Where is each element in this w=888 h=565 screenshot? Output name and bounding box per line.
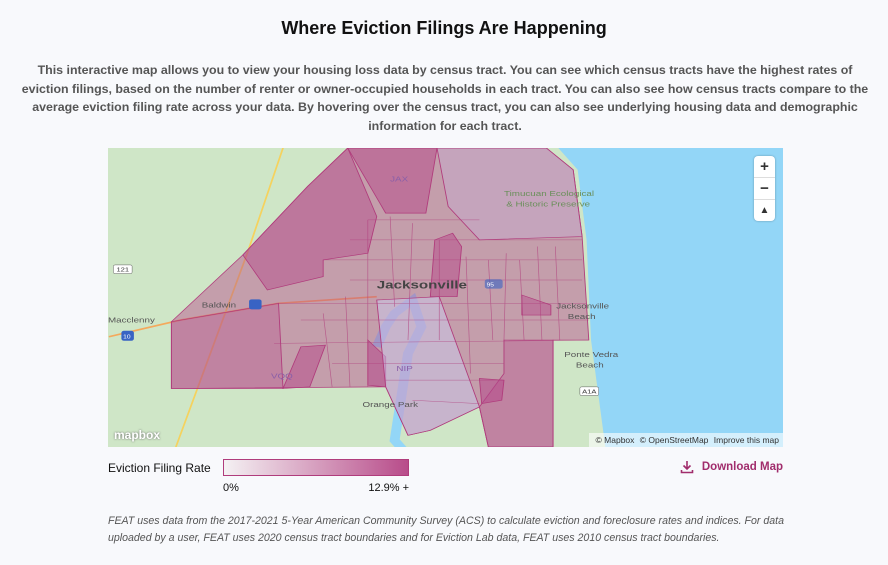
- interstate-shield: [249, 299, 262, 310]
- map-labels: Jacksonville Baldwin Macclenny Orange Pa…: [108, 175, 618, 409]
- download-map-label: Download Map: [701, 461, 783, 473]
- download-map-button[interactable]: Download Map: [680, 460, 783, 474]
- label-baldwin: Baldwin: [202, 301, 237, 309]
- label-vqq-airport: VQQ: [271, 372, 293, 380]
- ocean: [558, 148, 783, 447]
- tract[interactable]: [478, 378, 505, 404]
- tract[interactable]: [429, 232, 463, 297]
- legend-gradient: [223, 459, 409, 476]
- legend-min: 0%: [223, 482, 239, 494]
- tract[interactable]: [521, 294, 552, 316]
- label-i10: 10: [123, 335, 131, 340]
- label-jacksonville: Jacksonville: [377, 278, 467, 291]
- mapbox-attribution-link[interactable]: © Mapbox: [595, 435, 635, 445]
- label-preserve-2: & Historic Preserve: [506, 200, 590, 208]
- zoom-in-button[interactable]: +: [754, 156, 775, 178]
- tract[interactable]: [282, 344, 327, 389]
- label-orange-park: Orange Park: [362, 400, 418, 408]
- improve-map-link[interactable]: Improve this map: [713, 435, 779, 445]
- label-i95: 95: [487, 283, 495, 288]
- interstate-shield: [121, 330, 134, 341]
- download-icon: [680, 461, 694, 474]
- label-macclenny: Macclenny: [108, 316, 156, 324]
- label-121: 121: [116, 267, 129, 273]
- legend-max: 12.9% +: [368, 482, 409, 494]
- tract-lines: [274, 216, 589, 404]
- label-jax-beach: Jacksonville: [556, 302, 609, 310]
- legend-label: Eviction Filing Rate: [108, 461, 211, 475]
- label-ponte-vedra-beach: Beach: [576, 361, 604, 369]
- label-preserve: Timucuan Ecological: [504, 189, 594, 197]
- intro-text: This interactive map allows you to view …: [21, 63, 869, 133]
- zoom-out-button[interactable]: −: [754, 178, 775, 200]
- tract[interactable]: [436, 148, 583, 241]
- footnote: FEAT uses data from the 2017-2021 5-Year…: [108, 515, 784, 544]
- label-ponte-vedra: Ponte Vedra: [564, 350, 618, 358]
- map-canvas[interactable]: Jacksonville Baldwin Macclenny Orange Pa…: [108, 148, 783, 447]
- label-jax-beach-2: Beach: [568, 312, 596, 320]
- interstate-shield: [484, 279, 503, 289]
- label-jax-airport: JAX: [390, 175, 408, 183]
- compass-icon[interactable]: ▲: [759, 205, 770, 216]
- map-attribution: © Mapbox © OpenStreetMap Improve this ma…: [588, 433, 783, 447]
- route-121-shield: [113, 264, 133, 274]
- route-a1a-shield: [579, 386, 599, 396]
- eviction-map[interactable]: Jacksonville Baldwin Macclenny Orange Pa…: [108, 148, 783, 447]
- highway-road: [174, 148, 284, 447]
- map-controls: + − ▲: [754, 156, 775, 221]
- page-title: Where Eviction Filings Are Happening: [281, 18, 607, 38]
- mapbox-logo[interactable]: mapbox: [114, 428, 161, 442]
- tract[interactable]: [478, 339, 554, 447]
- osm-attribution-link[interactable]: © OpenStreetMap: [639, 435, 709, 445]
- label-nip-airport: NIP: [396, 364, 413, 372]
- label-a1a: A1A: [582, 389, 597, 395]
- tract[interactable]: [347, 148, 438, 214]
